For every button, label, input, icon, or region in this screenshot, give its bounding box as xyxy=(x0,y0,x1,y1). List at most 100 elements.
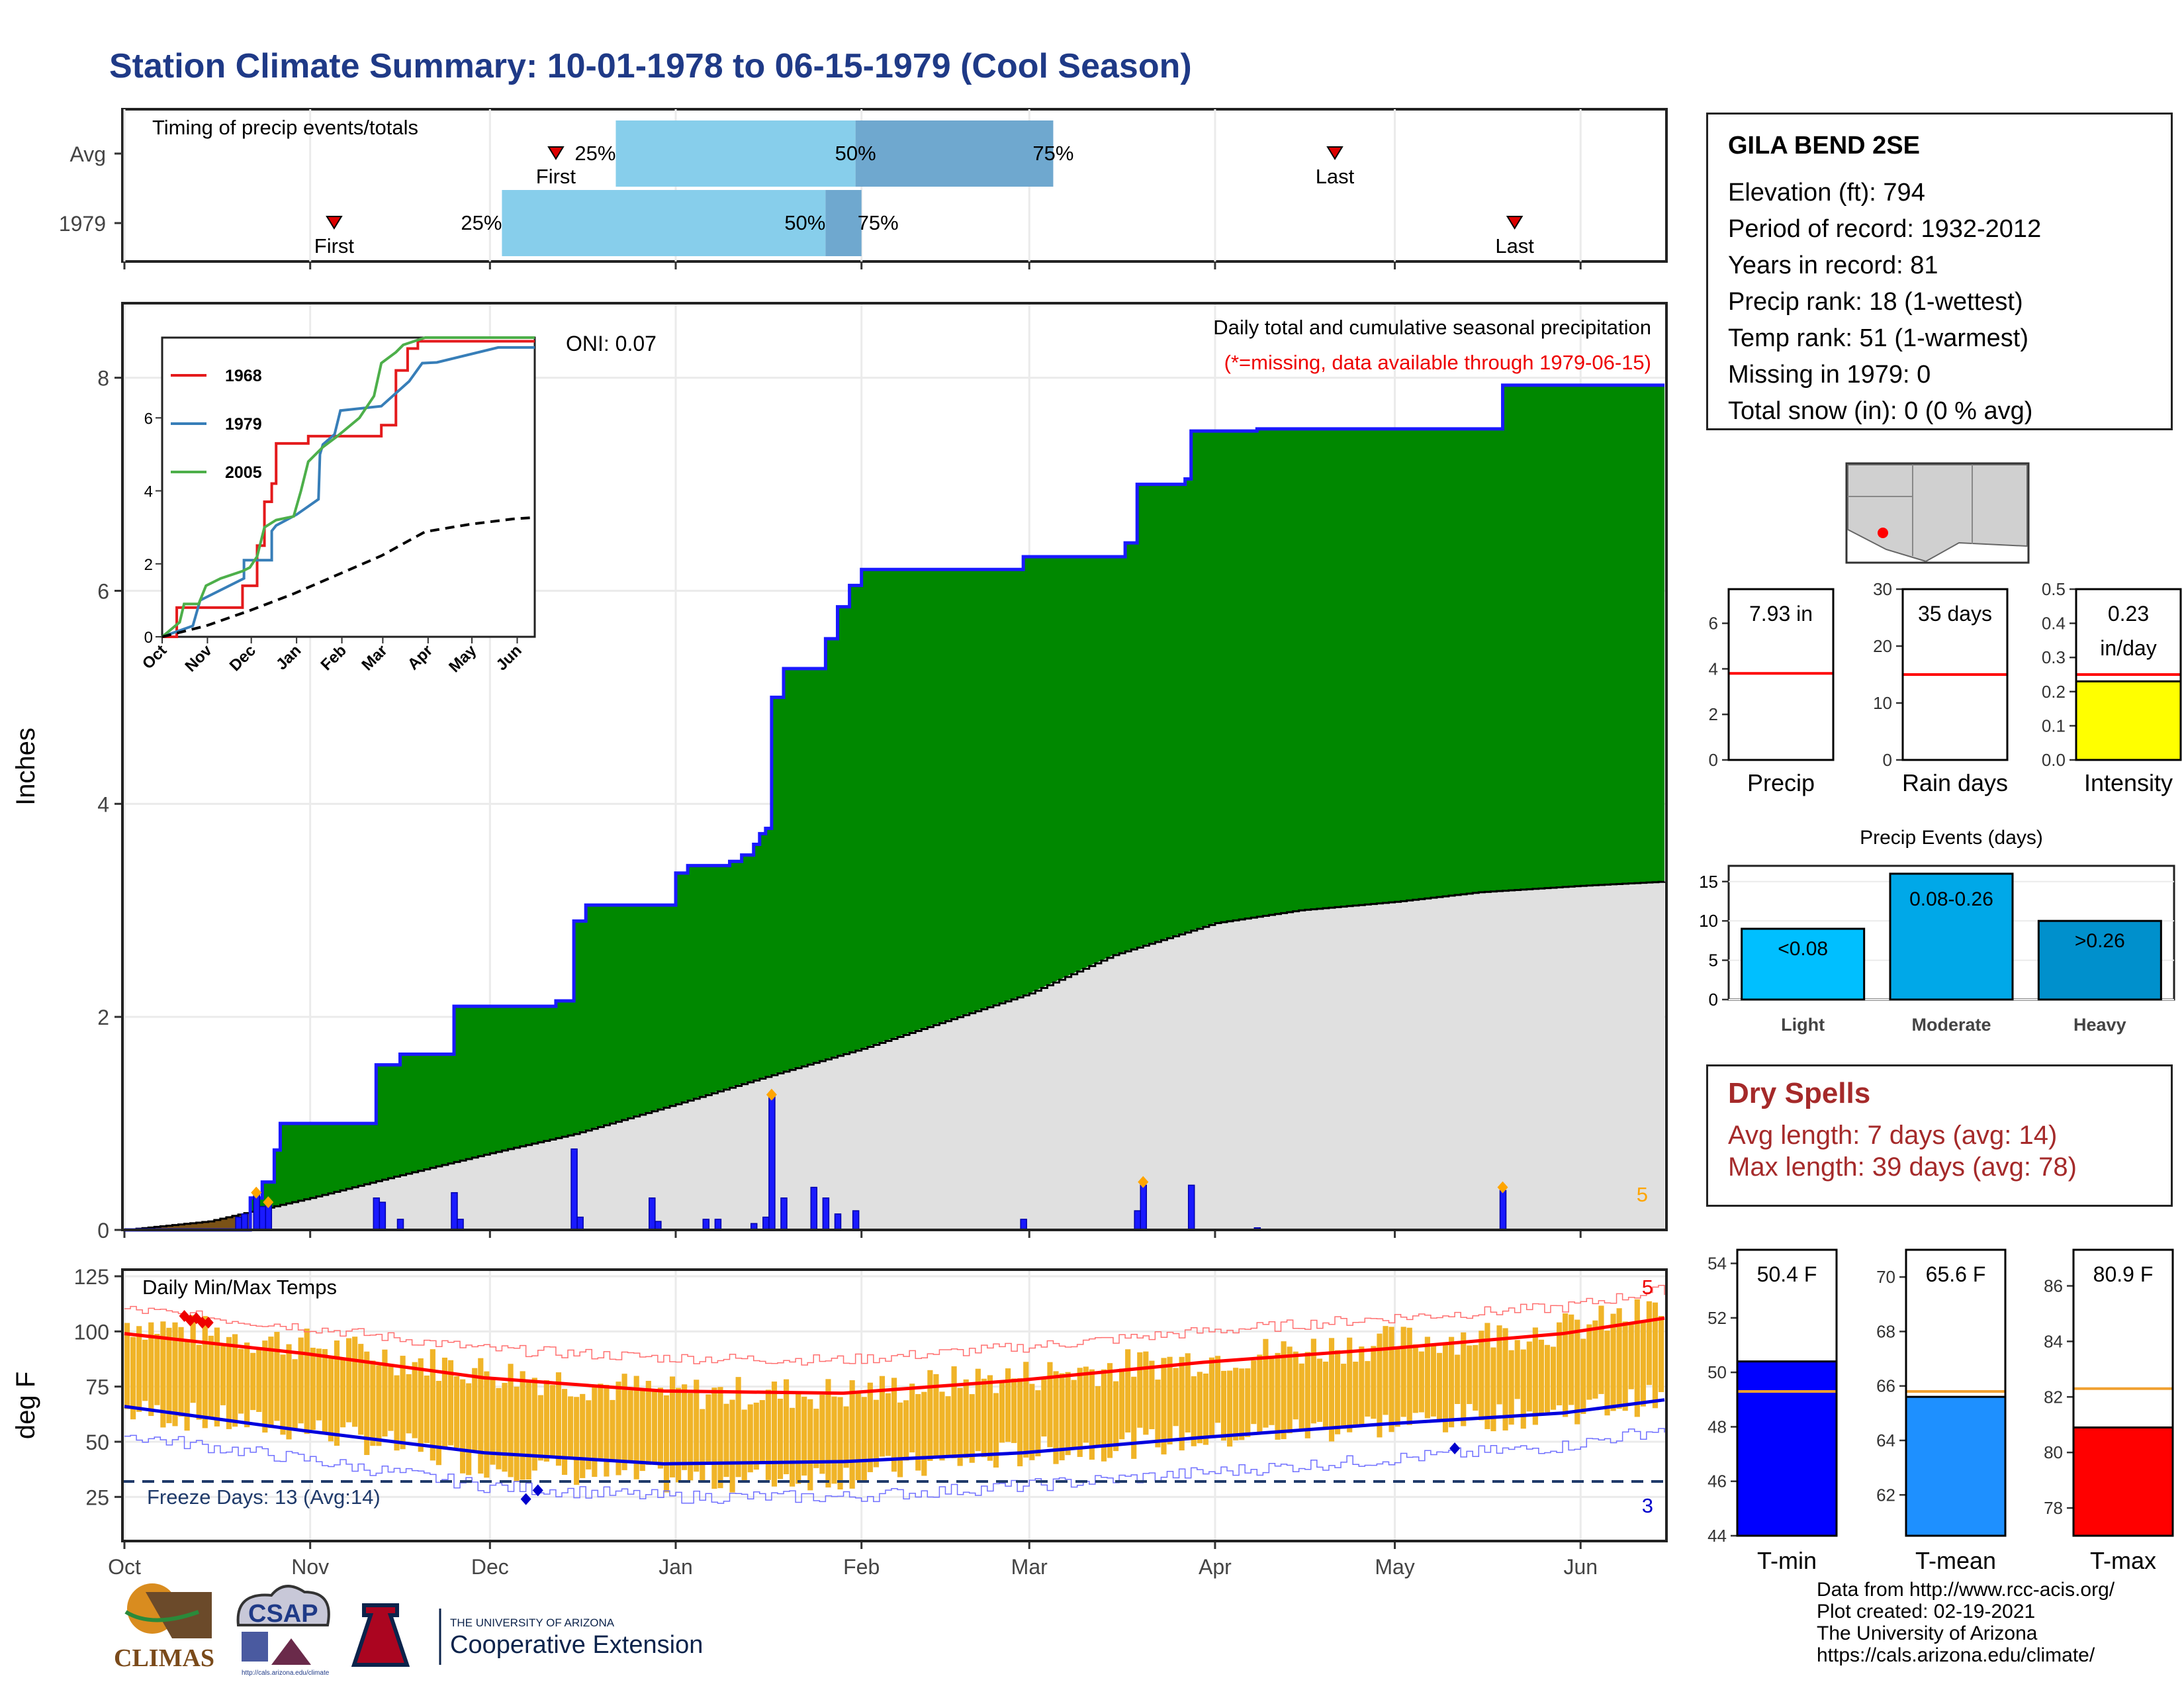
daily-temp-range-bar xyxy=(172,1322,178,1427)
daily-temp-range-bar xyxy=(334,1340,340,1446)
inset-average-line xyxy=(161,516,535,638)
summary-category-label: T-mean xyxy=(1915,1547,1996,1574)
daily-temp-range-bar xyxy=(514,1386,520,1482)
daily-precip-bar xyxy=(649,1197,656,1231)
daily-temp-range-bar xyxy=(1125,1349,1131,1432)
precip-y-tick-label: 4 xyxy=(97,792,109,816)
daily-temp-range-bar xyxy=(1436,1352,1443,1422)
heavy-event-marker xyxy=(263,1196,274,1209)
daily-temp-range-bar xyxy=(831,1396,837,1484)
record-low-marker xyxy=(532,1484,543,1497)
summary-y-tick-label: 0.4 xyxy=(2042,614,2066,633)
record-low-line xyxy=(124,1428,1665,1504)
daily-temp-range-bar xyxy=(1473,1344,1479,1411)
daily-temp-range-bar xyxy=(1179,1356,1185,1451)
dry-spells-avg: Avg length: 7 days (avg: 14) xyxy=(1728,1121,2058,1150)
daily-temp-range-bar xyxy=(897,1402,903,1477)
daily-temp-range-bar xyxy=(292,1359,298,1430)
daily-temp-range-bar xyxy=(1119,1368,1125,1440)
daily-temp-range-bar xyxy=(1328,1338,1335,1442)
daily-temp-range-bar xyxy=(903,1400,909,1461)
climas-logo: CLIMAS xyxy=(114,1583,214,1672)
daily-temp-range-bar xyxy=(525,1380,531,1480)
daily-temp-range-bar xyxy=(1394,1348,1400,1427)
daily-temp-range-bar xyxy=(1622,1321,1628,1411)
daily-temp-range-bar xyxy=(651,1390,657,1464)
daily-temp-range-bar xyxy=(621,1374,627,1470)
daily-temp-range-bar xyxy=(1586,1324,1592,1400)
daily-temp-range-bar xyxy=(1275,1352,1281,1440)
inset-legend-label: 1968 xyxy=(225,367,262,385)
daily-temp-range-bar xyxy=(1610,1313,1616,1411)
daily-temp-range-bar xyxy=(508,1364,514,1477)
summary-y-tick-label: 0 xyxy=(1709,750,1718,770)
daily-temp-range-bar xyxy=(148,1322,154,1417)
temps-y-axis-label: deg F xyxy=(11,1372,40,1439)
daily-temp-range-bar xyxy=(1322,1361,1329,1430)
daily-temp-range-bar xyxy=(1442,1342,1449,1432)
daily-temp-range-bar xyxy=(1652,1302,1659,1409)
daily-temp-range-bar xyxy=(214,1327,220,1427)
station-temp-rank: Temp rank: 51 (1-warmest) xyxy=(1728,324,2029,352)
summary-value-label: 80.9 F xyxy=(2093,1262,2154,1286)
daily-temp-range-bar xyxy=(729,1399,735,1493)
summary-y-tick-label: 68 xyxy=(1876,1321,1895,1341)
summary-y-tick-label: 20 xyxy=(1873,636,1892,656)
summary-y-tick-label: 54 xyxy=(1707,1254,1727,1274)
daily-temp-range-bar xyxy=(735,1377,741,1477)
summary-frame xyxy=(1905,1248,2007,1537)
summary-y-tick-label: 44 xyxy=(1707,1526,1727,1546)
daily-temp-range-bar xyxy=(1371,1346,1377,1419)
daily-temp-range-bar xyxy=(867,1382,873,1472)
daily-temp-range-bar xyxy=(328,1356,334,1442)
inset-y-tick-label: 0 xyxy=(144,629,153,647)
station-snow: Total snow (in): 0 (0 % avg) xyxy=(1728,397,2033,425)
daily-temp-range-bar xyxy=(1557,1322,1563,1405)
summary-frame xyxy=(1901,588,2009,761)
station-name: GILA BEND 2SE xyxy=(1728,132,1920,160)
daily-precip-bar xyxy=(762,1216,770,1231)
oni-label: ONI: 0.07 xyxy=(566,332,657,355)
daily-temp-range-bar xyxy=(783,1379,790,1475)
climas-logo-text: CLIMAS xyxy=(114,1644,214,1672)
daily-temp-range-bar xyxy=(1406,1327,1412,1425)
daily-temp-range-bar xyxy=(298,1337,304,1424)
daily-temp-range-bar xyxy=(520,1371,525,1480)
events-bar xyxy=(2037,919,2162,1001)
daily-temp-range-bar xyxy=(130,1336,136,1420)
dry-spells-box: Dry Spells Avg length: 7 days (avg: 14) … xyxy=(1706,1064,2173,1207)
daily-temp-range-bar xyxy=(1532,1327,1538,1425)
daily-temp-range-bar xyxy=(1604,1331,1610,1416)
daily-temp-range-bar xyxy=(957,1387,963,1466)
daily-temp-range-bar xyxy=(1281,1341,1287,1440)
daily-temp-range-bar xyxy=(531,1378,537,1471)
logos-svg: CLIMAS CSAP http://cals.arizona.edu/clim… xyxy=(114,1583,703,1677)
daily-temp-range-bar xyxy=(700,1409,705,1483)
summary-y-tick-label: 62 xyxy=(1876,1485,1895,1505)
average-cumulative-area xyxy=(124,881,1664,1230)
daily-precip-bar xyxy=(810,1186,818,1231)
daily-precip-bar xyxy=(373,1197,381,1231)
daily-temp-range-bar xyxy=(1161,1358,1167,1455)
record-high-line xyxy=(124,1285,1665,1366)
summary-value-label: 50.4 F xyxy=(1757,1262,1817,1286)
daily-temp-range-bar xyxy=(268,1336,274,1429)
timing-row-label: 1979 xyxy=(59,212,106,236)
daily-temp-range-bar xyxy=(424,1375,430,1443)
timing-p75-label: 75% xyxy=(858,211,899,234)
inset-series-line xyxy=(161,346,535,638)
daily-temp-range-bar xyxy=(196,1344,202,1420)
daily-temp-range-bar xyxy=(604,1385,610,1477)
average-cumulative-line xyxy=(124,880,1666,1231)
daily-temp-range-bar xyxy=(1574,1319,1580,1425)
summary-y-tick-label: 0.3 xyxy=(2042,647,2066,667)
summary-category-label: T-min xyxy=(1757,1547,1817,1574)
summary-category-label: Rain days xyxy=(1902,769,2008,796)
daily-temp-range-bar xyxy=(1005,1368,1011,1442)
daily-temp-range-bar xyxy=(1083,1366,1089,1443)
precip-y-tick-label: 6 xyxy=(97,579,109,603)
daily-temp-range-bar xyxy=(574,1397,580,1485)
daily-temp-range-bar xyxy=(1047,1362,1053,1448)
daily-temp-range-bar xyxy=(430,1349,435,1461)
summary-y-tick-label: 84 xyxy=(2044,1331,2063,1351)
